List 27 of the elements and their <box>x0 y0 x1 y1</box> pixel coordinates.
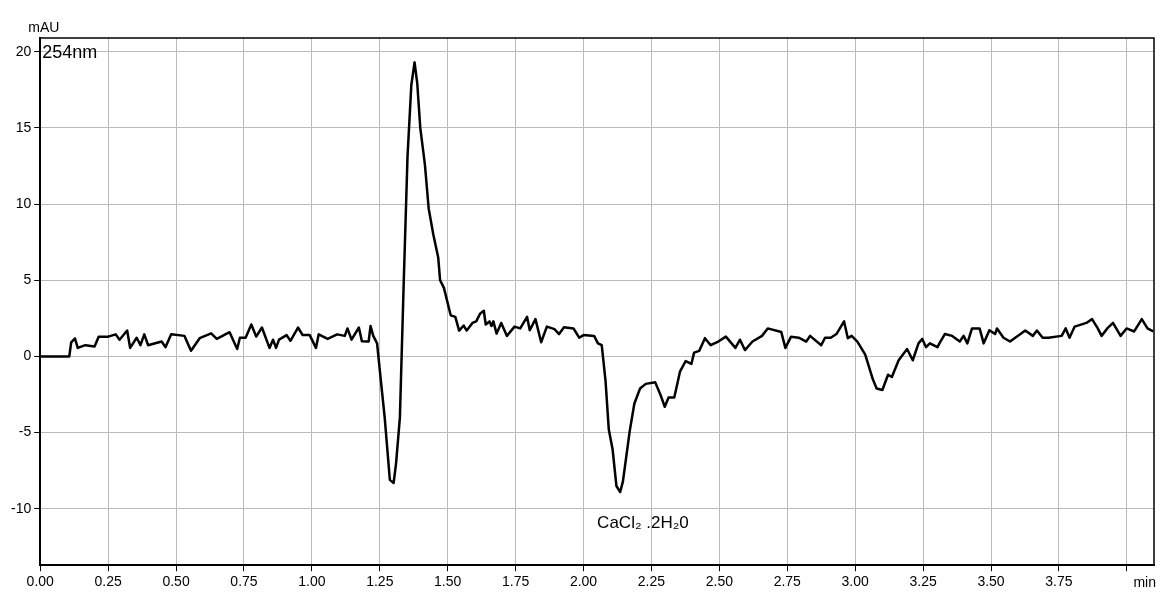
y-tick-label: 5 <box>23 271 32 288</box>
x-tick-label: 2.00 <box>569 573 598 590</box>
x-tick-label: 1.25 <box>366 573 394 590</box>
y-tick-label: -10 <box>11 499 32 516</box>
x-tick-label: 2.75 <box>773 573 802 590</box>
y-axis-title: mAU <box>28 19 60 35</box>
x-tick-label: 1.50 <box>434 573 462 590</box>
x-tick-label: 1.75 <box>502 573 530 590</box>
x-axis-title: min <box>1133 574 1156 591</box>
annotation: CaCl₂ .2H₂0 <box>597 513 689 533</box>
x-tick-label: 3.00 <box>841 573 870 590</box>
y-tick-label: 15 <box>15 118 32 135</box>
x-tick-label: 0.50 <box>162 573 190 590</box>
y-tick-label: -5 <box>18 423 32 440</box>
x-tick-label: 3.75 <box>1045 573 1073 590</box>
x-tick-label: 0.00 <box>26 573 55 590</box>
x-tick-label: 3.50 <box>977 573 1005 590</box>
x-tick-label: 2.50 <box>705 573 734 590</box>
y-tick-label: 20 <box>15 42 32 59</box>
x-tick-label: 0.25 <box>94 573 122 590</box>
y-tick-label: 0 <box>23 347 32 364</box>
x-tick-label: 1.00 <box>298 573 326 590</box>
x-tick-label: 0.75 <box>230 573 258 590</box>
annotation: 254nm <box>42 42 98 62</box>
x-tick-label: 2.25 <box>637 573 666 590</box>
y-tick-label: 10 <box>15 194 32 211</box>
x-tick-label: 3.25 <box>909 573 937 590</box>
